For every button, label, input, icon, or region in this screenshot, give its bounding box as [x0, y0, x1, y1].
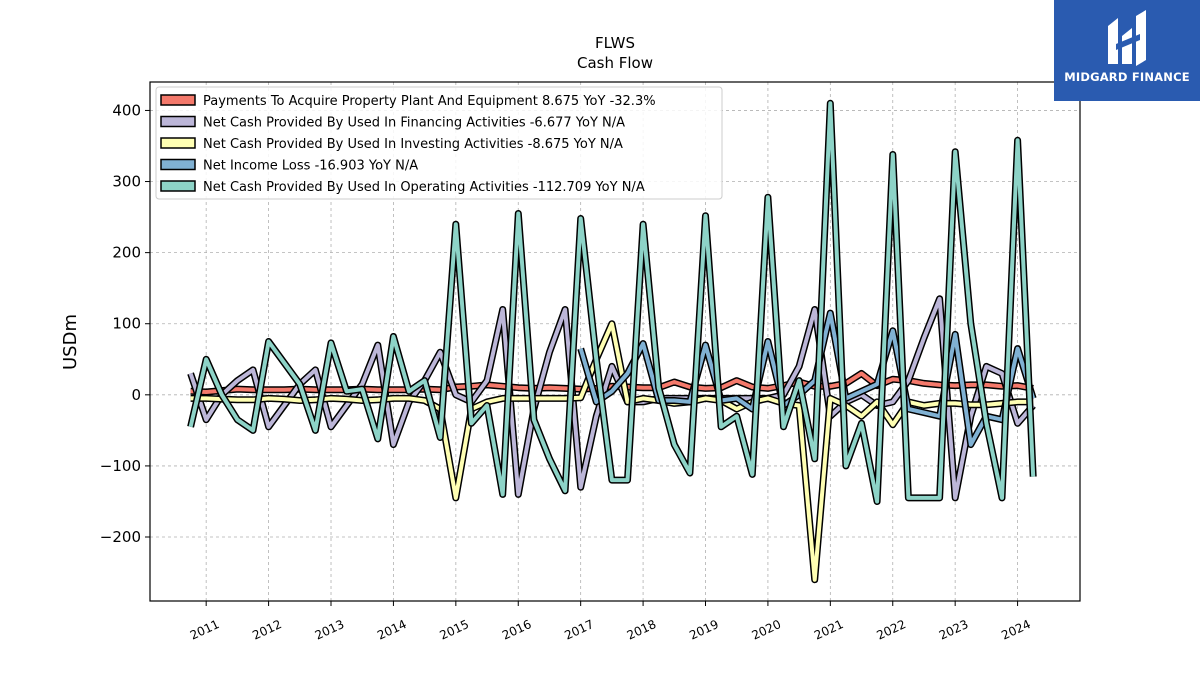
legend-label: Payments To Acquire Property Plant And E… — [203, 94, 656, 109]
y-tick-label: 0 — [131, 386, 141, 404]
legend-label: Net Income Loss -16.903 YoY N/A — [203, 159, 418, 174]
y-axis: −200 −100 0 100 200 300 400 — [100, 101, 150, 546]
series-stroke — [190, 321, 1034, 582]
legend-item: Net Cash Provided By Used In Financing A… — [160, 115, 625, 131]
y-axis-label: USDm — [60, 314, 81, 370]
brand-mark-icon — [1108, 10, 1146, 66]
y-tick-label: 300 — [112, 173, 141, 191]
y-tick-label: −100 — [100, 457, 141, 475]
chart-subtitle: Cash Flow — [577, 54, 653, 72]
y-tick-label: 400 — [112, 101, 141, 119]
brand-logo: MIDGARD FINANCE — [1054, 0, 1200, 101]
legend-label: Net Cash Provided By Used In Financing A… — [203, 116, 625, 131]
legend-box — [155, 86, 723, 200]
y-tick-label: 200 — [112, 244, 141, 262]
series-stroke — [188, 296, 1035, 500]
legend-label: Net Cash Provided By Used In Investing A… — [203, 137, 623, 152]
legend-swatch — [160, 180, 196, 192]
legend-swatch — [160, 94, 196, 106]
legend-item: Payments To Acquire Property Plant And E… — [160, 94, 656, 109]
series-layer — [187, 99, 1037, 584]
series-line-1 — [187, 295, 1036, 502]
series-stroke — [188, 101, 1036, 504]
series-line-4 — [187, 99, 1037, 505]
legend-label: Net Cash Provided By Used In Operating A… — [203, 180, 645, 195]
chart-title: FLWS — [595, 34, 635, 52]
brand-name: MIDGARD FINANCE — [1064, 70, 1190, 84]
legend-swatch — [160, 115, 196, 128]
legend-item: Net Income Loss -16.903 YoY N/A — [160, 158, 418, 174]
series-line-2 — [190, 320, 1034, 584]
y-tick-label: 100 — [112, 315, 141, 333]
legend-item: Net Cash Provided By Used In Operating A… — [160, 180, 645, 195]
legend-item: Net Cash Provided By Used In Investing A… — [160, 137, 623, 152]
legend-swatch — [160, 158, 196, 171]
legend-swatch — [160, 137, 196, 149]
y-tick-label: −200 — [100, 528, 141, 546]
plot-frame — [149, 81, 1081, 602]
legend: Payments To Acquire Property Plant And E… — [155, 86, 723, 200]
